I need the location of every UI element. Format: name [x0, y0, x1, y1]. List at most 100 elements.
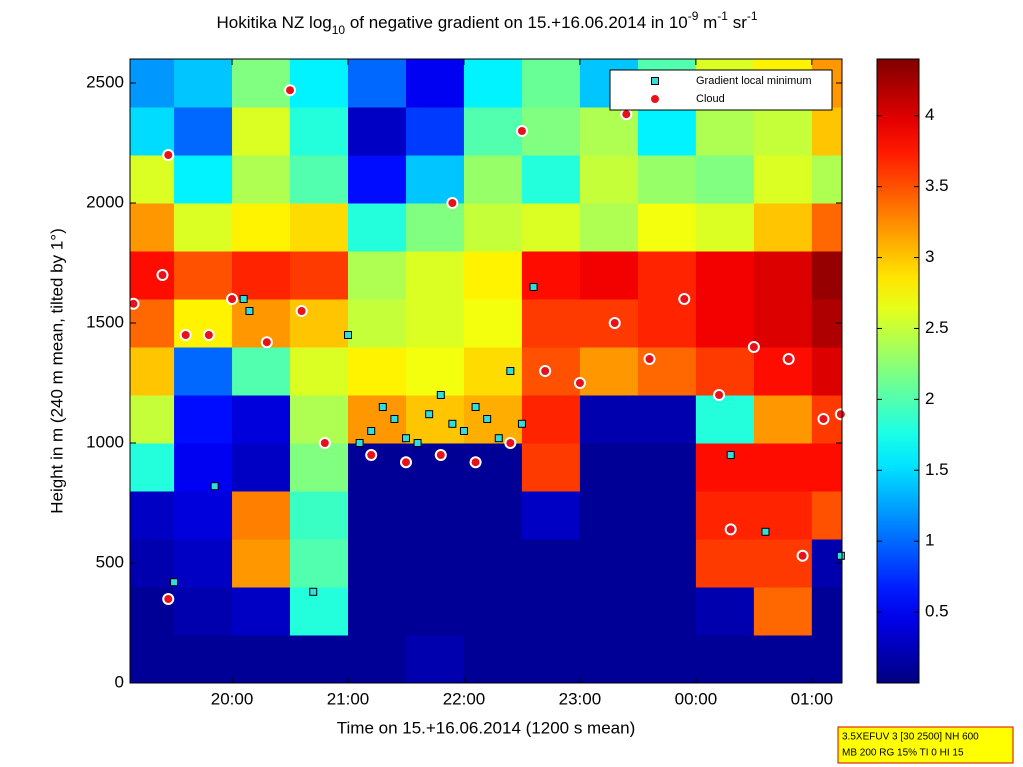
- heatmap-cell: [753, 635, 813, 684]
- heatmap-cell: [348, 251, 407, 300]
- heatmap-cell: [695, 107, 755, 156]
- heatmap-cell: [637, 443, 697, 492]
- marker: [239, 295, 248, 303]
- marker: [355, 439, 364, 447]
- y-tick-label: 1000: [86, 432, 124, 451]
- marker: [782, 353, 795, 365]
- annotation: MB 200 RG 15% TI 0 HI 15: [842, 748, 964, 759]
- legend-label: Gradient local minimum: [696, 75, 812, 87]
- heatmap-cell: [130, 347, 175, 396]
- heatmap-cell: [405, 539, 465, 588]
- marker: [817, 413, 830, 425]
- marker: [515, 125, 528, 137]
- marker: [284, 84, 297, 97]
- marker: [226, 293, 239, 305]
- marker: [260, 336, 273, 349]
- marker: [506, 367, 515, 375]
- heatmap-cell: [637, 635, 697, 684]
- marker: [245, 307, 254, 315]
- y-tick-label: 500: [96, 552, 124, 571]
- heatmap-cell: [405, 107, 465, 156]
- marker: [620, 108, 633, 121]
- marker: [367, 427, 376, 435]
- heatmap-cell: [579, 395, 639, 444]
- heatmap-cell: [637, 107, 697, 156]
- colorbar-tick-label: 2.5: [925, 318, 949, 337]
- y-axis-label: Height in m (240 m mean, tilted by 1°): [47, 228, 66, 514]
- heatmap-cell: [695, 299, 755, 348]
- heatmap-cell: [130, 635, 175, 684]
- heatmap-cell: [348, 203, 407, 252]
- heatmap-cell: [695, 155, 755, 204]
- heatmap-cell: [290, 443, 349, 492]
- heatmap-cell: [405, 299, 465, 348]
- marker: [448, 419, 457, 428]
- heatmap-cell: [174, 443, 233, 492]
- heatmap-cell: [753, 395, 813, 444]
- heatmap-cell: [290, 107, 349, 156]
- heatmap-cell: [579, 203, 639, 252]
- y-tick-label: 2500: [86, 72, 124, 91]
- x-tick-label: 01:00: [791, 689, 834, 708]
- heatmap-cell: [521, 491, 581, 540]
- plot-area: [127, 59, 847, 684]
- heatmap-cell: [232, 155, 291, 204]
- heatmap-cell: [130, 443, 175, 492]
- legend-label: Cloud: [696, 93, 725, 105]
- x-axis-label: Time on 15.+16.06.2014 (1200 s mean): [337, 718, 635, 737]
- heatmap-cell: [290, 635, 349, 684]
- heatmap-cell: [130, 491, 175, 540]
- heatmap-cell: [695, 347, 755, 396]
- heatmap-cell: [405, 635, 465, 684]
- marker: [413, 439, 422, 447]
- heatmap-cell: [348, 491, 407, 540]
- heatmap-cell: [579, 251, 639, 300]
- heatmap-cell: [521, 443, 581, 492]
- heatmap-cell: [753, 203, 813, 252]
- title-part: 10: [332, 23, 346, 37]
- x-tick-label: 00:00: [675, 689, 718, 708]
- title-part: -1: [717, 9, 728, 23]
- heatmap-cell: [232, 203, 291, 252]
- marker: [425, 410, 434, 419]
- heatmap-cell: [290, 491, 349, 540]
- heatmap-cell: [579, 155, 639, 204]
- heatmap-cell: [753, 347, 813, 396]
- title-part: -1: [747, 9, 758, 23]
- heatmap-cell: [811, 155, 843, 204]
- heatmap-cell: [174, 587, 233, 636]
- heatmap-cell: [232, 491, 291, 540]
- heatmap-cell: [637, 395, 697, 444]
- marker: [344, 331, 353, 339]
- heatmap-cell: [405, 587, 465, 636]
- heatmap-cell: [579, 539, 639, 588]
- heatmap-cell: [405, 251, 465, 300]
- heatmap-cell: [405, 155, 465, 204]
- colorbar-tick-label: 3.5: [925, 176, 949, 195]
- heatmap-cell: [811, 443, 843, 492]
- marker: [390, 415, 399, 423]
- heatmap-cell: [463, 587, 523, 636]
- marker: [504, 437, 517, 449]
- marker: [608, 317, 621, 329]
- marker: [761, 527, 770, 536]
- heatmap-cell: [521, 347, 581, 396]
- heatmap-cell: [695, 635, 755, 684]
- legend-box: [609, 69, 833, 111]
- annotation-box: [837, 726, 1014, 764]
- heatmap-cell: [637, 587, 697, 636]
- heatmap-cell: [232, 347, 291, 396]
- heatmap-cell: [232, 59, 291, 108]
- heatmap-cell: [348, 539, 407, 588]
- marker: [459, 427, 468, 435]
- heatmap-cell: [174, 395, 233, 444]
- marker: [836, 551, 845, 560]
- heatmap-cell: [174, 635, 233, 684]
- heatmap-cell: [405, 347, 465, 396]
- x-tick-label: 21:00: [327, 689, 370, 708]
- marker: [483, 415, 492, 423]
- heatmap-cell: [463, 491, 523, 540]
- marker: [210, 482, 219, 491]
- heatmap-cell: [753, 299, 813, 348]
- heatmap-cell: [174, 203, 233, 252]
